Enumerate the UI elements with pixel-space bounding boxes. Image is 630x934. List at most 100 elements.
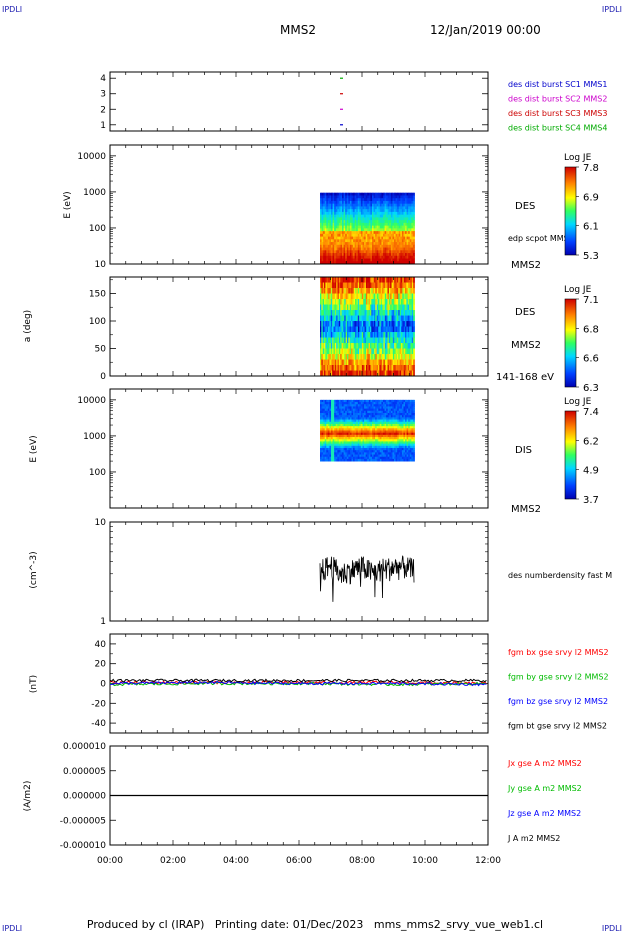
heatmap-cell: [332, 277, 334, 283]
heatmap-cell: [335, 236, 338, 240]
heatmap-cell: [349, 198, 352, 202]
heatmap-cell: [323, 239, 326, 243]
heatmap-cell: [348, 419, 351, 423]
heatmap-cell: [360, 402, 363, 405]
heatmap-cell: [364, 365, 367, 371]
heatmap-cell: [322, 315, 325, 322]
heatmap-cell: [323, 454, 326, 458]
heatmap-cell: [337, 244, 340, 248]
heatmap-cell: [379, 222, 382, 227]
heatmap-cell: [343, 255, 346, 259]
heatmap-cell: [348, 236, 351, 240]
heatmap-cell: [331, 236, 333, 240]
heatmap-cell: [408, 419, 411, 423]
heatmap-cell: [381, 458, 384, 462]
heatmap-cell: [346, 228, 349, 232]
heatmap-cell: [378, 321, 380, 327]
heatmap-cell: [369, 315, 372, 322]
heatmap-cell: [376, 399, 379, 403]
heatmap-cell: [387, 192, 390, 196]
heatmap-cell: [332, 456, 335, 460]
heatmap-cell: [399, 326, 402, 333]
heatmap-cell: [405, 233, 408, 237]
heatmap-cell: [384, 261, 387, 265]
heatmap-cell: [338, 421, 341, 425]
density-side-label: des numberdensity fast M: [508, 571, 612, 580]
heatmap-cell: [359, 255, 362, 259]
heatmap-cell: [376, 412, 379, 416]
heatmap-cell: [390, 192, 393, 196]
heatmap-cell: [349, 447, 352, 451]
heatmap-cell: [400, 220, 403, 224]
heatmap-cell: [409, 443, 412, 447]
heatmap-cell: [331, 209, 333, 213]
heatmap-cell: [387, 432, 390, 436]
heatmap-cell: [387, 247, 390, 251]
heatmap-cell: [371, 299, 374, 305]
heatmap-cell: [370, 231, 373, 235]
heatmap-cell: [375, 456, 378, 460]
heatmap-cell: [365, 310, 368, 316]
heatmap-cell: [331, 419, 333, 423]
heatmap-cell: [360, 445, 363, 449]
heatmap-cell: [373, 236, 376, 240]
heatmap-cell: [353, 370, 356, 377]
heatmap-cell: [337, 253, 340, 257]
heatmap-cell: [328, 326, 330, 333]
heatmap-cell: [390, 439, 393, 442]
heatmap-cell: [392, 406, 395, 410]
heatmap-cell: [384, 443, 387, 447]
heatmap-cell: [405, 447, 408, 451]
heatmap-cell: [374, 337, 376, 344]
heatmap-cell: [367, 214, 370, 218]
heatmap-cell: [387, 231, 390, 235]
heatmap-cell: [335, 437, 338, 440]
heatmap-cell: [406, 430, 409, 434]
heatmap-cell: [394, 428, 396, 431]
heatmap-cell: [373, 450, 376, 453]
heatmap-cell: [324, 293, 326, 300]
heatmap-cell: [390, 255, 393, 259]
heatmap-cell: [337, 428, 340, 431]
heatmap-cell: [368, 419, 371, 423]
heatmap-cell: [374, 359, 376, 366]
heatmap-cell: [329, 359, 332, 366]
heatmap-cell: [343, 247, 346, 251]
heatmap-cell: [412, 239, 415, 243]
heatmap-cell: [378, 247, 381, 251]
heatmap-cell: [354, 200, 357, 205]
heatmap-cell: [403, 326, 406, 333]
heatmap-cell: [335, 244, 338, 248]
heatmap-cell: [334, 228, 337, 232]
heatmap-cell: [378, 253, 381, 257]
heatmap-cell: [383, 242, 385, 246]
heatmap-cell: [324, 225, 327, 229]
heatmap-cell: [399, 315, 402, 322]
heatmap-cell: [373, 228, 376, 232]
heatmap-cell: [345, 452, 348, 455]
heatmap-cell: [340, 239, 343, 243]
heatmap-cell: [394, 402, 396, 405]
heatmap-cell: [407, 315, 410, 322]
heatmap-cell: [376, 445, 379, 449]
heatmap-cell: [407, 304, 410, 311]
heatmap-cell: [378, 255, 381, 259]
heatmap-cell: [389, 250, 392, 254]
heatmap-cell: [378, 445, 381, 449]
heatmap-cell: [386, 222, 389, 227]
heatmap-cell: [321, 255, 324, 259]
heatmap-cell: [405, 370, 407, 377]
heatmap-cell: [338, 195, 341, 199]
heatmap-cell: [367, 370, 369, 377]
heatmap-cell: [365, 417, 368, 420]
heatmap-cell: [336, 370, 338, 377]
heatmap-cell: [323, 236, 326, 240]
heatmap-cell: [408, 402, 411, 405]
heatmap-cell: [340, 412, 343, 416]
heatmap-cell: [398, 250, 401, 254]
heatmap-cell: [368, 203, 371, 207]
heatmap-cell: [403, 236, 406, 240]
heatmap-cell: [346, 412, 349, 416]
heatmap-cell: [367, 282, 369, 289]
heatmap-cell: [329, 214, 332, 218]
